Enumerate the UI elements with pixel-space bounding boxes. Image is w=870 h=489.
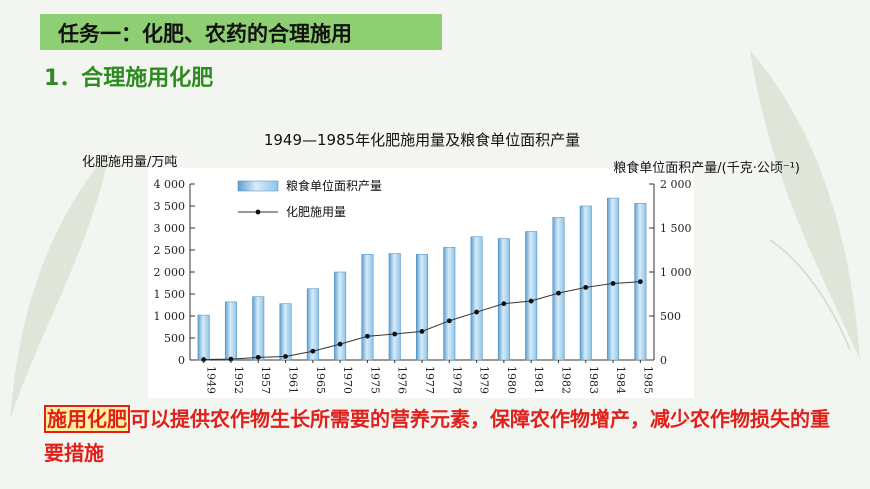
summary-highlight: 施用化肥 xyxy=(44,405,130,433)
left-tick-label: 1 500 xyxy=(154,288,186,301)
point-fertilizer xyxy=(637,279,643,285)
legend-bar-swatch xyxy=(237,180,279,192)
x-tick-label: 1985 xyxy=(641,366,654,394)
bar-grain-yield xyxy=(579,205,592,361)
right-tick-label: 500 xyxy=(660,310,681,323)
bar-grain-yield xyxy=(252,296,265,361)
bar-grain-yield xyxy=(607,197,620,361)
chart-title: 1949—1985年化肥施用量及粮食单位面积产量 xyxy=(264,131,580,149)
x-tick-label: 1970 xyxy=(341,366,354,394)
leaf-decoration-right xyxy=(750,50,860,360)
legend-bar-label: 粮食单位面积产量 xyxy=(286,178,382,193)
chart-plot: 0 500 1 000 1 500 2 000 2 500 3 000 3 500 4 000 0… xyxy=(154,178,692,394)
x-tick-label: 1977 xyxy=(423,366,436,394)
left-tick-label: 3 500 xyxy=(154,200,186,213)
left-tick-label: 500 xyxy=(164,332,185,345)
point-fertilizer xyxy=(419,329,425,334)
point-fertilizer xyxy=(201,357,207,362)
left-tick-label: 1 000 xyxy=(154,310,186,323)
legend-line-marker xyxy=(255,209,261,215)
right-tick-label: 0 xyxy=(660,354,667,367)
left-tick-label: 2 500 xyxy=(154,244,186,257)
point-fertilizer xyxy=(228,356,234,362)
bar-grain-yield xyxy=(334,271,347,361)
bar-grain-yield xyxy=(361,254,374,361)
x-tick-label: 1976 xyxy=(396,366,409,394)
x-tick-label: 1984 xyxy=(614,366,627,394)
point-fertilizer xyxy=(337,341,343,347)
left-tick-label: 4 000 xyxy=(154,178,186,191)
x-tick-label: 1965 xyxy=(314,366,327,394)
bar-grain-yield xyxy=(279,303,292,361)
x-tick-label: 1961 xyxy=(287,366,300,394)
left-tick-label: 3 000 xyxy=(154,222,186,235)
point-fertilizer xyxy=(583,285,589,290)
point-fertilizer xyxy=(474,309,479,315)
leaf-decoration-left xyxy=(10,150,110,420)
x-tick-label: 1979 xyxy=(478,366,491,394)
point-fertilizer xyxy=(501,301,507,307)
section-title: 1．合理施用化肥 xyxy=(44,66,214,91)
bar-grain-yield xyxy=(525,231,538,361)
bar-grain-yield xyxy=(470,236,483,361)
bar-grain-yield xyxy=(552,217,565,361)
right-tick-label: 1 500 xyxy=(660,222,692,235)
chart-container: 0 500 1 000 1 500 2 000 2 500 3 000 3 500 4 000 0… xyxy=(148,168,694,398)
left-tick-label: 2 000 xyxy=(154,266,186,279)
bar-grain-yield xyxy=(497,238,510,361)
right-tick-label: 2 000 xyxy=(660,178,692,191)
legend-line-label: 化肥施用量 xyxy=(286,205,346,219)
bar-grain-yield xyxy=(197,314,210,361)
point-fertilizer xyxy=(255,354,261,360)
point-fertilizer xyxy=(556,290,561,296)
point-fertilizer xyxy=(528,298,534,304)
point-fertilizer xyxy=(283,354,288,359)
x-tick-label: 1983 xyxy=(587,366,600,394)
x-tick-label: 1949 xyxy=(205,366,218,394)
right-tick-label: 1 000 xyxy=(660,266,692,279)
point-fertilizer xyxy=(610,281,616,286)
x-tick-label: 1975 xyxy=(368,366,381,394)
x-tick-label: 1952 xyxy=(232,366,245,394)
bar-grain-yield xyxy=(416,254,428,361)
task-title: 任务一：化肥、农药的合理施用 xyxy=(58,22,352,46)
x-tick-label: 1980 xyxy=(505,366,518,394)
bar-grain-yield xyxy=(443,247,456,361)
summary-rest: 可以提供农作物生长所需要的营养元素，保障农作物增产，减少农作物损失的重要措施 xyxy=(44,407,830,465)
point-fertilizer xyxy=(310,348,316,354)
x-tick-label: 1957 xyxy=(259,366,272,394)
left-tick-label: 0 xyxy=(178,354,185,367)
point-fertilizer xyxy=(392,331,398,337)
x-tick-label: 1978 xyxy=(450,366,463,394)
summary-text: 施用化肥 可以提供农作物生长所需要的营养元素，保障农作物增产，减少农作物损失的重要… xyxy=(44,402,844,470)
bar-grain-yield xyxy=(224,301,237,361)
point-fertilizer xyxy=(365,333,370,339)
point-fertilizer xyxy=(446,318,452,324)
x-tick-label: 1982 xyxy=(559,366,572,394)
task-title-bar xyxy=(40,14,442,50)
bar-grain-yield xyxy=(388,253,401,361)
x-tick-label: 1981 xyxy=(532,366,545,394)
